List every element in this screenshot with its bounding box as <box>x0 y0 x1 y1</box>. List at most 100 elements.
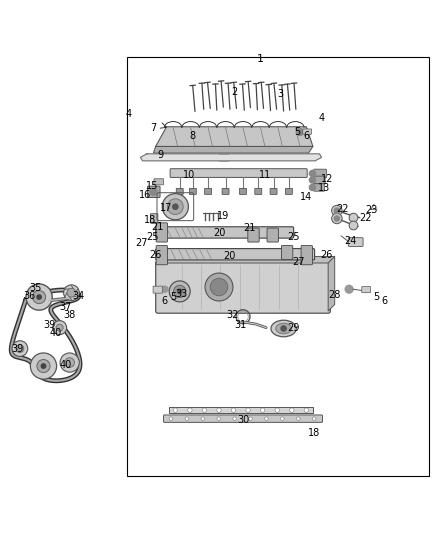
Text: 14: 14 <box>300 192 312 201</box>
Circle shape <box>67 288 76 297</box>
Circle shape <box>201 417 205 421</box>
Text: 13: 13 <box>318 183 330 193</box>
Circle shape <box>173 204 178 209</box>
Circle shape <box>349 213 358 222</box>
Circle shape <box>173 408 177 413</box>
FancyBboxPatch shape <box>148 186 160 198</box>
Text: 7: 7 <box>150 123 157 133</box>
Text: 38: 38 <box>64 310 76 319</box>
FancyBboxPatch shape <box>248 228 259 242</box>
FancyBboxPatch shape <box>155 248 314 260</box>
Bar <box>127 57 428 476</box>
Circle shape <box>296 128 303 135</box>
Circle shape <box>12 341 28 357</box>
FancyBboxPatch shape <box>205 188 212 195</box>
Text: 9: 9 <box>157 150 163 160</box>
FancyBboxPatch shape <box>362 287 371 293</box>
Text: 34: 34 <box>72 291 85 301</box>
Text: 27: 27 <box>135 238 148 248</box>
FancyBboxPatch shape <box>301 246 312 265</box>
Polygon shape <box>158 256 335 263</box>
Circle shape <box>334 208 339 213</box>
Circle shape <box>309 177 315 183</box>
Text: 20: 20 <box>213 228 225 238</box>
Text: 21: 21 <box>244 223 256 233</box>
Circle shape <box>231 408 236 413</box>
Circle shape <box>188 408 192 413</box>
FancyBboxPatch shape <box>314 169 326 178</box>
Text: 4: 4 <box>125 109 131 119</box>
Text: 5: 5 <box>170 292 176 302</box>
Circle shape <box>249 417 252 421</box>
FancyBboxPatch shape <box>222 188 229 195</box>
Circle shape <box>265 417 268 421</box>
Circle shape <box>169 281 190 302</box>
Circle shape <box>281 417 284 421</box>
Circle shape <box>41 364 46 368</box>
Text: 39: 39 <box>11 344 23 354</box>
FancyBboxPatch shape <box>348 238 363 246</box>
Polygon shape <box>153 147 313 153</box>
Text: 15: 15 <box>146 181 159 191</box>
Circle shape <box>65 358 74 367</box>
Bar <box>169 407 313 413</box>
Circle shape <box>173 285 186 297</box>
FancyBboxPatch shape <box>176 188 183 195</box>
Circle shape <box>37 359 50 373</box>
FancyBboxPatch shape <box>155 261 330 313</box>
FancyBboxPatch shape <box>255 188 262 195</box>
Circle shape <box>217 417 220 421</box>
Circle shape <box>275 408 279 413</box>
Text: 18: 18 <box>308 429 320 438</box>
Text: 5: 5 <box>294 127 301 137</box>
Circle shape <box>261 408 265 413</box>
Circle shape <box>205 273 233 301</box>
Polygon shape <box>328 256 335 311</box>
Circle shape <box>26 284 52 310</box>
Text: 23: 23 <box>365 205 377 215</box>
Text: 21: 21 <box>152 222 164 232</box>
Text: 26: 26 <box>320 250 332 260</box>
Text: 18: 18 <box>144 215 156 225</box>
Circle shape <box>332 213 342 224</box>
Text: 37: 37 <box>59 302 71 312</box>
Ellipse shape <box>271 320 296 337</box>
FancyBboxPatch shape <box>156 246 167 265</box>
Circle shape <box>334 216 339 221</box>
Circle shape <box>177 289 182 294</box>
Circle shape <box>304 408 308 413</box>
Circle shape <box>53 321 67 335</box>
Circle shape <box>281 326 286 331</box>
Text: 12: 12 <box>321 174 333 184</box>
Text: 19: 19 <box>217 211 230 221</box>
Circle shape <box>309 184 315 190</box>
Text: 25: 25 <box>146 232 159 242</box>
FancyBboxPatch shape <box>303 129 311 134</box>
Text: 40: 40 <box>49 328 61 338</box>
Circle shape <box>162 193 188 220</box>
Text: 33: 33 <box>176 289 188 299</box>
Polygon shape <box>141 154 321 161</box>
FancyBboxPatch shape <box>270 188 277 195</box>
Text: 36: 36 <box>23 291 35 301</box>
FancyBboxPatch shape <box>153 286 162 293</box>
Text: 5: 5 <box>373 292 379 302</box>
Text: 27: 27 <box>292 257 305 267</box>
Text: 22: 22 <box>359 214 371 223</box>
Circle shape <box>349 221 358 230</box>
Circle shape <box>309 171 315 176</box>
Circle shape <box>202 408 207 413</box>
Text: 20: 20 <box>224 251 236 261</box>
FancyBboxPatch shape <box>170 169 307 177</box>
FancyBboxPatch shape <box>154 179 163 185</box>
Circle shape <box>169 417 173 421</box>
Circle shape <box>167 199 183 215</box>
Circle shape <box>217 408 221 413</box>
Circle shape <box>150 188 157 195</box>
Circle shape <box>37 295 41 299</box>
FancyBboxPatch shape <box>163 415 322 422</box>
Text: 25: 25 <box>287 232 300 242</box>
Text: 8: 8 <box>190 132 196 141</box>
FancyBboxPatch shape <box>267 228 279 242</box>
Text: 39: 39 <box>43 320 56 330</box>
